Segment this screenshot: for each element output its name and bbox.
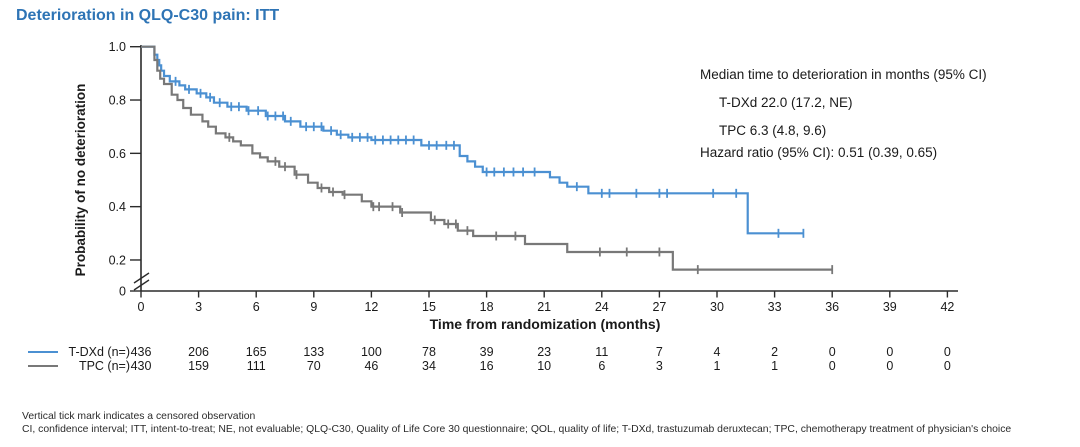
- risk-count-tpc: 111: [247, 359, 266, 373]
- x-tick-label: 33: [768, 300, 782, 314]
- annotation-median-header: Median time to deterioration in months (…: [700, 67, 987, 82]
- risk-count-t-dxd: 78: [422, 345, 436, 359]
- annotation-tpc-median: TPC 6.3 (4.8, 9.6): [719, 123, 827, 138]
- risk-count-t-dxd: 0: [944, 345, 951, 359]
- x-tick-label: 42: [940, 300, 954, 314]
- x-tick-label: 18: [480, 300, 494, 314]
- annotation-tdxd-median: T-DXd 22.0 (17.2, NE): [719, 95, 853, 110]
- x-tick-label: 0: [138, 300, 145, 314]
- risk-count-t-dxd: 7: [656, 345, 663, 359]
- risk-count-tpc: 0: [829, 359, 836, 373]
- tdxd-line-swatch: [28, 351, 58, 353]
- km-curve-t-dxd: [141, 45, 804, 235]
- x-tick-label: 21: [537, 300, 551, 314]
- risk-count-tpc: 10: [537, 359, 551, 373]
- risk-count-t-dxd: 39: [480, 345, 494, 359]
- y-tick-label: 0: [119, 285, 126, 299]
- x-tick-label: 30: [710, 300, 724, 314]
- risk-count-t-dxd: 2: [771, 345, 778, 359]
- risk-count-tpc: 46: [364, 359, 378, 373]
- risk-count-t-dxd: 11: [595, 345, 608, 359]
- y-tick-label: 0.2: [109, 253, 126, 267]
- risk-count-t-dxd: 165: [246, 345, 267, 359]
- risk-count-t-dxd: 133: [303, 345, 324, 359]
- annotation-hazard-ratio: Hazard ratio (95% CI): 0.51 (0.39, 0.65): [700, 145, 938, 160]
- x-tick-label: 9: [310, 300, 317, 314]
- x-tick-label: 39: [883, 300, 897, 314]
- y-tick-label: 1.0: [109, 40, 126, 54]
- x-tick-label: 12: [364, 300, 378, 314]
- risk-count-tpc: 16: [480, 359, 494, 373]
- footnote-abbreviations: CI, confidence interval; ITT, intent-to-…: [22, 424, 1012, 435]
- risk-count-t-dxd: 0: [829, 345, 836, 359]
- risk-count-t-dxd: 23: [537, 345, 551, 359]
- x-tick-label: 6: [253, 300, 260, 314]
- risk-count-tpc: 70: [307, 359, 321, 373]
- risk-count-t-dxd: 206: [188, 345, 209, 359]
- risk-count-tpc: 0: [886, 359, 893, 373]
- x-tick-label: 15: [422, 300, 436, 314]
- legend-row-tpc: TPC (n=): [28, 359, 130, 373]
- y-axis-break-slash: [133, 279, 150, 291]
- footnote-censor-note: Vertical tick mark indicates a censored …: [22, 411, 256, 422]
- risk-count-tpc: 3: [656, 359, 663, 373]
- y-tick-label: 0.4: [109, 200, 126, 214]
- y-tick-label: 0.6: [109, 147, 126, 161]
- x-tick-label: 24: [595, 300, 609, 314]
- risk-count-tpc: 1: [714, 359, 721, 373]
- x-tick-label: 36: [825, 300, 839, 314]
- risk-count-tpc: 0: [944, 359, 951, 373]
- risk-count-tpc: 6: [598, 359, 605, 373]
- risk-count-t-dxd: 100: [361, 345, 382, 359]
- tpc-line-swatch: [28, 365, 58, 367]
- legend-label-tpc: TPC (n=): [78, 359, 130, 373]
- x-tick-label: 3: [195, 300, 202, 314]
- y-axis-break-slash: [133, 272, 150, 284]
- risk-count-t-dxd: 0: [886, 345, 893, 359]
- legend-row-tdxd: T-DXd (n=): [28, 345, 130, 359]
- risk-count-tpc: 1: [771, 359, 778, 373]
- risk-count-tpc: 159: [188, 359, 209, 373]
- y-tick-label: 0.8: [109, 94, 126, 108]
- risk-count-t-dxd: 436: [131, 345, 152, 359]
- risk-count-t-dxd: 4: [714, 345, 721, 359]
- x-axis-title: Time from randomization (months): [429, 316, 661, 332]
- page-title: Deterioration in QLQ-C30 pain: ITT: [16, 7, 280, 24]
- km-curve-tpc: [141, 45, 833, 271]
- risk-count-tpc: 430: [131, 359, 152, 373]
- legend-label-tdxd: T-DXd (n=): [68, 345, 130, 359]
- x-tick-label: 27: [652, 300, 666, 314]
- risk-count-tpc: 34: [422, 359, 436, 373]
